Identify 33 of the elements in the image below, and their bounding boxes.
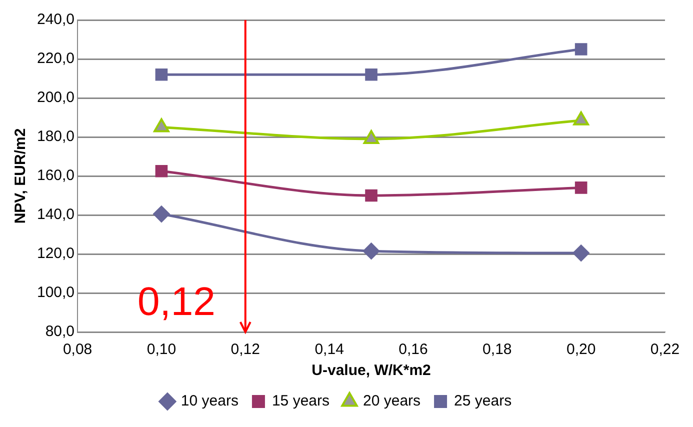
x-axis-title: U-value, W/K*m2 xyxy=(312,362,431,380)
legend-label: 15 years xyxy=(272,392,330,410)
point xyxy=(574,43,588,56)
legend-label: 25 years xyxy=(454,392,512,410)
point xyxy=(572,244,590,262)
y-tick-label: 240,0 xyxy=(36,11,75,28)
y-tick-label: 180,0 xyxy=(36,128,75,146)
y-tick-label: 200,0 xyxy=(36,89,75,106)
x-tick-label: 0,18 xyxy=(482,341,512,358)
point xyxy=(362,242,380,260)
ref-line-label: 0,12 xyxy=(138,280,216,324)
x-tick-label: 0,12 xyxy=(230,341,260,358)
legend-label: 20 years xyxy=(363,392,421,410)
point xyxy=(365,189,378,202)
x-tick-label: 0,16 xyxy=(398,341,428,358)
point xyxy=(155,164,168,178)
x-tick-label: 0,10 xyxy=(146,341,176,358)
y-tick-label: 80,0 xyxy=(45,323,75,340)
y-tick-label: 140,0 xyxy=(36,206,75,224)
x-tick-label: 0,20 xyxy=(566,341,596,358)
y-tick-label: 220,0 xyxy=(36,50,75,68)
x-tick-label: 0,14 xyxy=(314,341,344,358)
y-tick-label: 160,0 xyxy=(36,167,75,184)
point xyxy=(155,68,168,81)
point xyxy=(574,182,588,194)
point xyxy=(365,68,378,81)
y-tick-label: 120,0 xyxy=(36,245,75,262)
point xyxy=(152,206,170,223)
legend-label: 10 years xyxy=(180,392,238,410)
x-tick-label: 0,22 xyxy=(650,341,680,358)
y-axis-title: NPV, EUR/m2 xyxy=(12,128,30,224)
y-tick-label: 100,0 xyxy=(36,284,75,302)
x-tick-label: 0,08 xyxy=(62,341,92,358)
